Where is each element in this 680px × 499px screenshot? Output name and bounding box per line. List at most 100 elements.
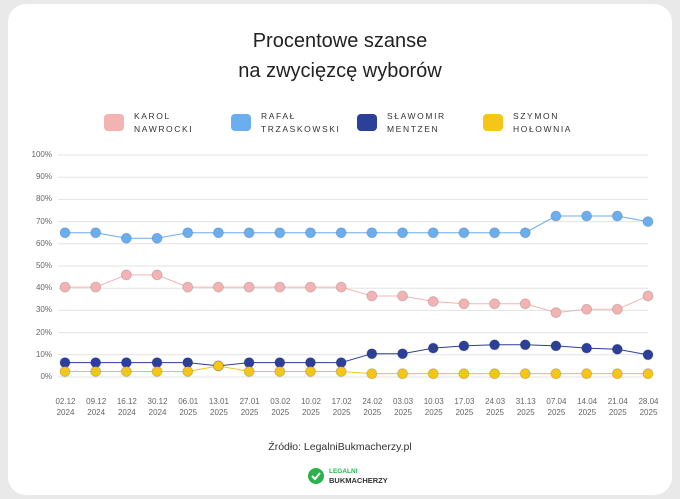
data-point	[59, 281, 71, 293]
x-tick-label: 17.03 2025	[454, 396, 474, 418]
data-point	[611, 210, 623, 222]
x-tick-label: 10.02 2025	[301, 396, 321, 418]
x-tick-label: 27.01 2025	[240, 396, 260, 418]
y-tick-label: 40%	[35, 283, 52, 293]
data-point	[90, 365, 102, 377]
data-point	[90, 281, 102, 293]
data-point	[642, 349, 654, 361]
data-point	[304, 365, 316, 377]
data-point	[274, 365, 286, 377]
x-tick-label: 10.03 2025	[424, 396, 444, 418]
x-tick-label: 16.12 2024	[117, 396, 137, 418]
x-tick-text: 17.03 2025	[454, 397, 475, 417]
data-point	[427, 227, 439, 239]
y-tick-label: 100%	[31, 150, 52, 159]
x-tick-label: 24.02 2025	[362, 396, 382, 418]
data-point	[427, 368, 439, 380]
y-tick-label: 80%	[35, 194, 52, 204]
data-point	[151, 365, 163, 377]
source: Źródło: LegalniBukmacherzy.pl	[268, 441, 412, 453]
series-line	[65, 274, 649, 314]
x-tick-text: 10.02 2025	[300, 397, 321, 417]
data-point	[427, 342, 439, 354]
x-tick-label: 07.04 2025	[546, 396, 566, 418]
x-tick-text: 13.01 2025	[208, 397, 229, 417]
y-tick-label: 60%	[35, 238, 52, 248]
x-tick-label: 28.04 2025	[638, 396, 658, 418]
data-point	[397, 348, 409, 360]
data-point	[550, 307, 562, 319]
data-point	[550, 210, 562, 222]
data-point	[642, 216, 654, 228]
data-point	[274, 227, 286, 239]
x-tick-label: 03.02 2025	[270, 396, 290, 418]
data-point	[397, 227, 409, 239]
data-point	[182, 227, 194, 239]
data-point	[458, 298, 470, 310]
logo-text: LEGALNI	[329, 468, 358, 475]
legend-label: SŁAWOMIR MENTZEN	[387, 110, 444, 136]
data-point	[274, 281, 286, 293]
data-point	[304, 281, 316, 293]
y-tick-label: 0%	[40, 372, 52, 381]
data-point	[519, 298, 531, 310]
data-point	[366, 290, 378, 302]
x-tick-label: 24.03 2025	[485, 396, 505, 418]
card	[8, 4, 672, 495]
data-point	[458, 340, 470, 352]
data-point	[581, 368, 593, 380]
data-point	[243, 227, 255, 239]
legend-label: SZYMON HOŁOWNIA	[513, 110, 570, 136]
x-tick-label: 31.13 2025	[516, 396, 536, 418]
logo-icon	[308, 468, 324, 484]
logo-check	[311, 472, 321, 481]
data-point	[611, 343, 623, 355]
chart-title: na zwycięzcę wyborów	[238, 60, 442, 82]
series-line	[65, 215, 649, 239]
x-tick-text: 24.02 2025	[362, 397, 383, 417]
y-tick-label: 90%	[35, 172, 52, 182]
data-point	[243, 281, 255, 293]
data-point	[458, 227, 470, 239]
data-point	[489, 339, 501, 351]
data-point	[212, 360, 224, 372]
data-point	[182, 281, 194, 293]
x-tick-text: 16.12 2024	[116, 397, 137, 417]
data-point	[397, 290, 409, 302]
data-point	[642, 368, 654, 380]
data-point	[489, 298, 501, 310]
x-tick-label: 17.02 2025	[332, 396, 352, 418]
data-point	[397, 368, 409, 380]
data-point	[335, 281, 347, 293]
data-point	[59, 227, 71, 239]
data-point	[366, 368, 378, 380]
data-point	[581, 303, 593, 315]
data-point	[519, 339, 531, 351]
legend-swatch	[483, 114, 503, 131]
x-tick-text: 06.01 2025	[178, 397, 199, 417]
data-point	[458, 368, 470, 380]
y-tick-label: 20%	[35, 327, 52, 337]
x-tick-text: 03.03 2025	[393, 397, 414, 417]
chart-title: Procentowe szanse	[252, 30, 428, 52]
data-point	[151, 269, 163, 281]
data-point	[489, 227, 501, 239]
x-tick-label: 30.12 2024	[148, 396, 168, 418]
x-tick-label: 06.01 2025	[178, 396, 198, 418]
y-tick-label: 30%	[35, 305, 52, 315]
legend-swatch	[104, 114, 124, 131]
legend-label: KAROL NAWROCKI	[134, 110, 192, 136]
data-point	[581, 342, 593, 354]
data-point	[304, 227, 316, 239]
data-point	[550, 368, 562, 380]
data-point	[335, 365, 347, 377]
x-tick-label: 14.04 2025	[577, 396, 597, 418]
data-point	[335, 227, 347, 239]
y-tick-label: 10%	[35, 349, 52, 359]
data-point	[151, 232, 163, 244]
data-point	[611, 303, 623, 315]
x-tick-label: 21.04 2025	[608, 396, 628, 418]
x-tick-text: 30.12 2024	[147, 397, 168, 417]
